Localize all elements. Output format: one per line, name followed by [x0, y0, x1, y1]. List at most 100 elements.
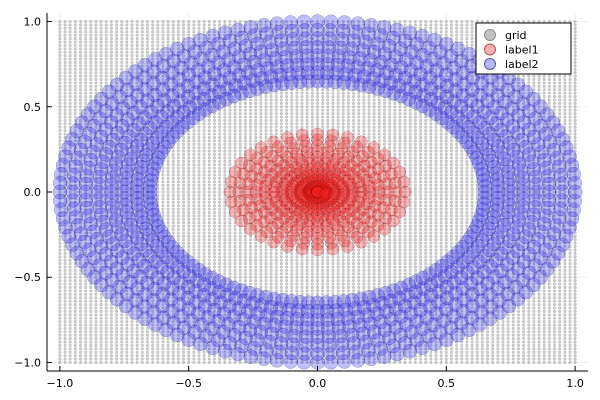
grid-point: [187, 132, 191, 136]
grid-point: [63, 108, 67, 112]
grid-point: [182, 200, 185, 204]
grid-point: [207, 200, 211, 204]
grid-point: [115, 309, 119, 313]
grid-point: [218, 258, 222, 262]
grid-point: [207, 258, 211, 262]
grid-point: [259, 112, 263, 116]
grid-point: [171, 343, 175, 347]
grid-point: [264, 265, 268, 269]
grid-point: [63, 190, 67, 194]
grid-point: [274, 91, 278, 95]
grid-point: [279, 279, 283, 283]
grid-point: [218, 241, 222, 245]
grid-point: [202, 234, 206, 238]
grid-point: [264, 251, 268, 255]
grid-point: [207, 238, 211, 242]
grid-point: [68, 122, 72, 126]
grid-point: [94, 88, 98, 92]
grid-point: [207, 122, 211, 126]
grid-point: [233, 146, 237, 150]
grid-point: [192, 156, 196, 160]
grid-point: [207, 193, 211, 197]
grid-point: [212, 183, 216, 187]
grid-point: [99, 323, 103, 327]
grid-point: [207, 207, 211, 211]
grid-point: [243, 115, 247, 119]
grid-point: [68, 64, 72, 68]
grid-point: [249, 279, 252, 283]
grid-point: [171, 204, 175, 208]
grid-point: [207, 26, 211, 30]
grid-point: [104, 64, 108, 68]
grid-point: [120, 20, 124, 23]
grid-point: [146, 326, 149, 330]
grid-point: [130, 23, 134, 27]
grid-point: [223, 132, 227, 136]
grid-point: [300, 289, 304, 293]
grid-point: [197, 214, 201, 218]
grid-point: [171, 347, 175, 351]
grid-point: [63, 272, 67, 276]
grid-point: [63, 330, 67, 334]
grid-point: [243, 255, 247, 259]
grid-point: [218, 228, 222, 231]
grid-point: [151, 26, 155, 30]
grid-point: [233, 108, 237, 112]
grid-point: [115, 357, 119, 361]
grid-point: [109, 33, 113, 37]
grid-point: [63, 289, 67, 293]
grid-point: [207, 214, 211, 218]
grid-point: [58, 47, 62, 51]
grid-point: [73, 214, 77, 218]
grid-point: [140, 337, 144, 341]
grid-point: [104, 67, 108, 71]
grid-point: [115, 40, 119, 44]
grid-point: [279, 262, 283, 266]
grid-point: [187, 183, 191, 187]
grid-point: [151, 354, 155, 358]
grid-point: [58, 26, 62, 30]
grid-point: [218, 265, 222, 269]
grid-point: [151, 40, 155, 44]
grid-point: [89, 316, 93, 320]
grid-point: [238, 142, 242, 146]
grid-point: [202, 207, 206, 211]
grid-point: [161, 357, 165, 361]
grid-point: [207, 166, 211, 170]
grid-point: [89, 361, 93, 364]
grid-point: [104, 54, 108, 58]
grid-point: [218, 248, 222, 252]
grid-point: [99, 71, 103, 75]
grid-point: [207, 241, 211, 245]
grid-point: [279, 275, 283, 279]
grid-point: [228, 217, 232, 221]
grid-point: [130, 54, 134, 58]
grid-point: [285, 101, 289, 105]
grid-point: [89, 350, 93, 354]
grid-point: [99, 37, 103, 41]
grid-point: [58, 108, 62, 112]
grid-point: [192, 23, 196, 27]
grid-point: [285, 108, 289, 112]
grid-point: [99, 78, 103, 81]
grid-point: [109, 343, 113, 347]
grid-point: [84, 286, 88, 289]
grid-point: [68, 105, 72, 109]
grid-point: [202, 149, 206, 153]
grid-point: [202, 258, 206, 262]
grid-point: [109, 47, 113, 51]
grid-point: [176, 156, 180, 160]
grid-point: [79, 98, 82, 102]
grid-point: [223, 135, 227, 139]
grid-point: [207, 153, 211, 156]
grid-point: [243, 112, 247, 116]
grid-point: [305, 122, 309, 126]
grid-point: [73, 330, 77, 334]
grid-point: [58, 268, 62, 272]
grid-point: [300, 95, 304, 98]
grid-point: [171, 231, 175, 235]
grid-point: [176, 211, 180, 214]
grid-point: [125, 47, 129, 51]
grid-point: [212, 214, 216, 218]
grid-point: [84, 320, 88, 324]
